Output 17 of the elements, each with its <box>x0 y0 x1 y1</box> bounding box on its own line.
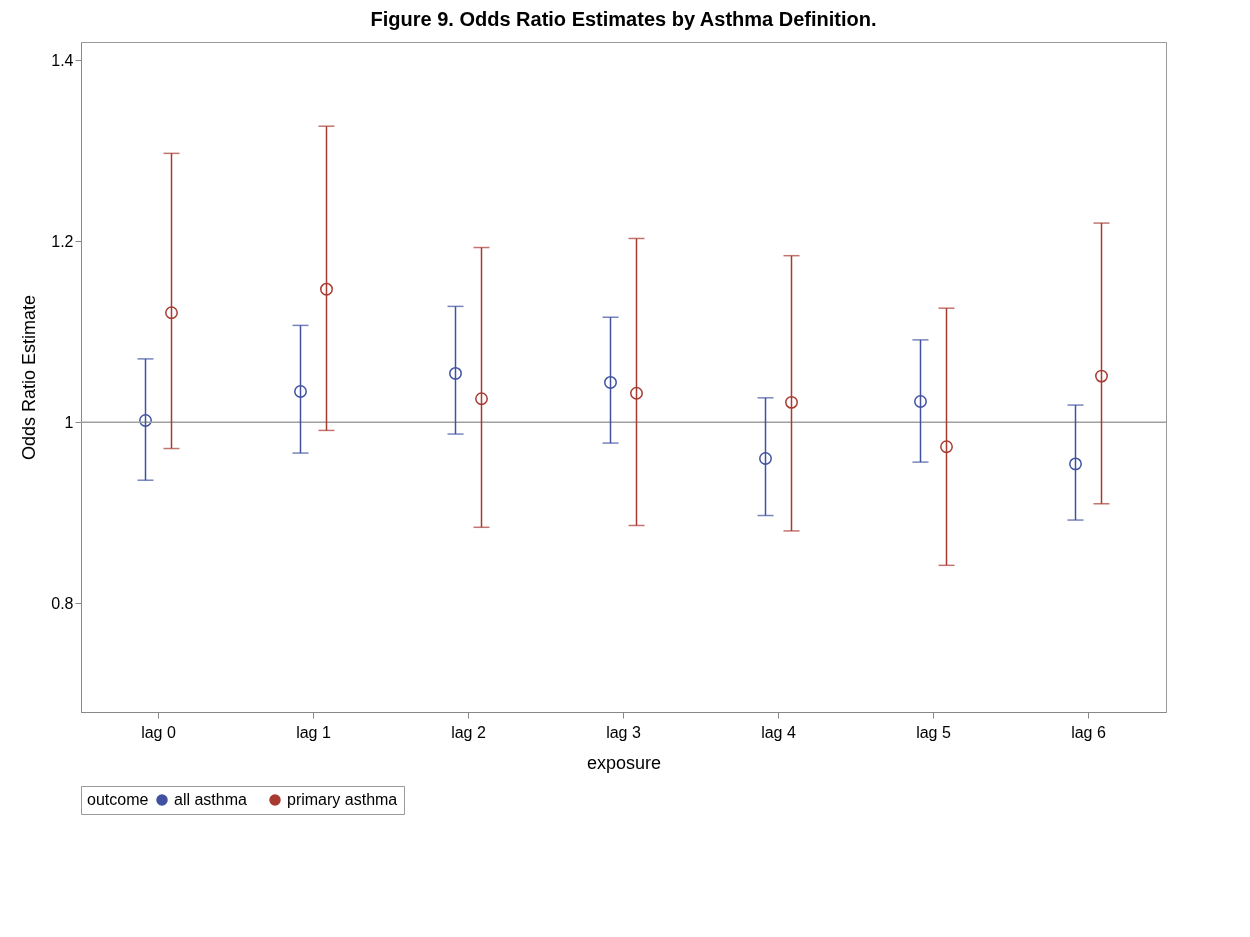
y-tick-label: 1.4 <box>51 51 74 69</box>
x-tick-label: lag 1 <box>296 723 331 741</box>
y-tick-label: 0.8 <box>51 594 74 612</box>
x-tick-label: lag 4 <box>761 723 796 741</box>
x-tick-label: lag 2 <box>451 723 486 741</box>
x-axis-title: exposure <box>586 752 662 773</box>
x-tick-label: lag 3 <box>606 723 641 741</box>
legend-label: all asthma <box>174 791 248 808</box>
y-tick-label: 1.2 <box>51 232 74 250</box>
chart-title: Figure 9. Odds Ratio Estimates by Asthma Definition. <box>370 8 877 30</box>
x-tick-label: lag 5 <box>916 723 951 741</box>
y-tick-label: 1 <box>64 413 74 431</box>
x-tick-label: lag 0 <box>141 723 176 741</box>
legend-title: outcome <box>87 791 149 808</box>
y-axis-title: Odds Ratio Estimate <box>19 294 40 461</box>
legend-label: primary asthma <box>287 791 398 808</box>
x-tick-label: lag 6 <box>1071 723 1106 741</box>
